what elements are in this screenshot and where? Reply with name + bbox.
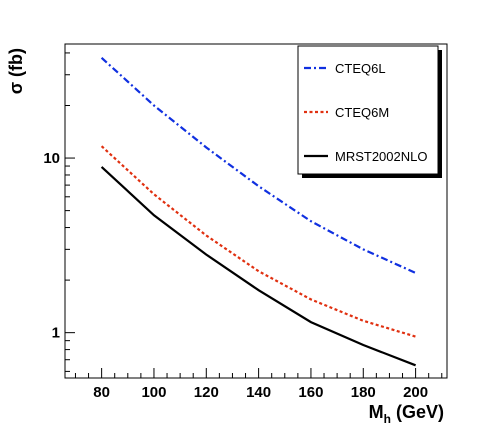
legend-label-cteq6l: CTEQ6L [335, 61, 386, 76]
axis-ticks [65, 52, 443, 378]
y-tick-label: 1 [52, 325, 60, 342]
x-tick-label: 100 [141, 384, 166, 401]
y-axis-title: σ (fb) [6, 48, 26, 94]
series-line-cteq6l [100, 56, 417, 274]
legend-label-cteq6m: CTEQ6M [335, 105, 389, 120]
x-tick-labels: 80 100 120 140 160 180 200 [93, 384, 428, 401]
x-tick-label: 140 [246, 384, 271, 401]
x-axis-title: Mh (GeV) [369, 402, 444, 426]
legend: CTEQ6L CTEQ6M MRST2002NLO [297, 45, 442, 178]
x-tick-label: 200 [403, 384, 428, 401]
series-lines [100, 56, 417, 367]
x-tick-label: 180 [351, 384, 376, 401]
y-tick-labels: 1 10 [43, 150, 60, 342]
x-tick-label: 120 [194, 384, 219, 401]
x-tick-label: 80 [93, 384, 110, 401]
series-line-mrst2002nlo [100, 166, 416, 367]
y-tick-label: 10 [43, 150, 60, 167]
x-tick-label: 160 [298, 384, 323, 401]
legend-label-mrst2002nlo: MRST2002NLO [335, 149, 427, 164]
